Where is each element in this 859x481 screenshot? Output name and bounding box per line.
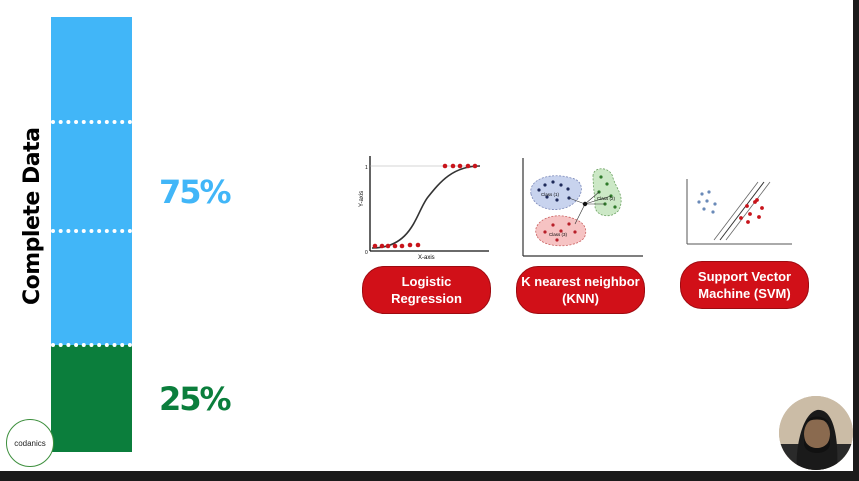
video-frame-edge [853,0,859,481]
logistic-regression-chart: Y-axis X-axis 1 0 [359,156,489,261]
complete-data-label: Complete Data [20,127,45,305]
class-a-points [697,190,717,214]
svm-pill: Support Vector Machine (SVM) [680,261,809,309]
neighbor-lines [568,191,612,225]
fold-divider [51,229,132,233]
svm-chart [686,179,792,245]
training-percent-label: 75% [159,173,232,211]
class-3-points [543,222,577,242]
class-b-points [739,198,764,224]
class-1-label: Class (1) [541,192,560,197]
video-frame-edge-bottom [0,471,859,481]
svm-line1: Support Vector [697,269,792,284]
training-data-bar [51,17,132,345]
margin-line [713,181,759,241]
sigmoid-curve [371,165,481,249]
svm-line2: Machine (SVM) [698,286,791,301]
logistic-regression-line2: Regression [391,291,462,306]
logistic-regression-pill: Logistic Regression [362,266,491,314]
test-data-bar [51,345,132,452]
logo-text: codanics [14,438,46,448]
fold-divider [51,120,132,124]
y-axis-label: Y-axis [359,191,365,207]
class-2-label: Class (2) [597,196,616,201]
data-points [372,163,478,249]
class-2-cluster [592,168,622,217]
y-top-tick: 1 [365,165,368,171]
presenter-webcam [779,396,853,470]
split-divider [51,343,132,347]
class-1-cluster [530,175,582,210]
knn-line2: (KNN) [562,291,599,306]
hyperplane-line [719,181,765,241]
presenter-avatar [779,396,853,470]
origin-tick: 0 [365,250,368,256]
query-point [582,201,588,207]
x-axis-label: X-axis [418,255,435,261]
logistic-regression-line1: Logistic [401,274,452,289]
class-3-label: Class (3) [549,232,568,237]
knn-chart: Class (1) Class (2) Class (3) [522,158,643,257]
test-percent-label: 25% [159,380,232,418]
knn-pill: K nearest neighbor (KNN) [516,266,645,314]
margin-line [725,181,771,241]
knn-line1: K nearest neighbor [521,274,640,289]
codanics-logo: codanics [6,419,54,467]
